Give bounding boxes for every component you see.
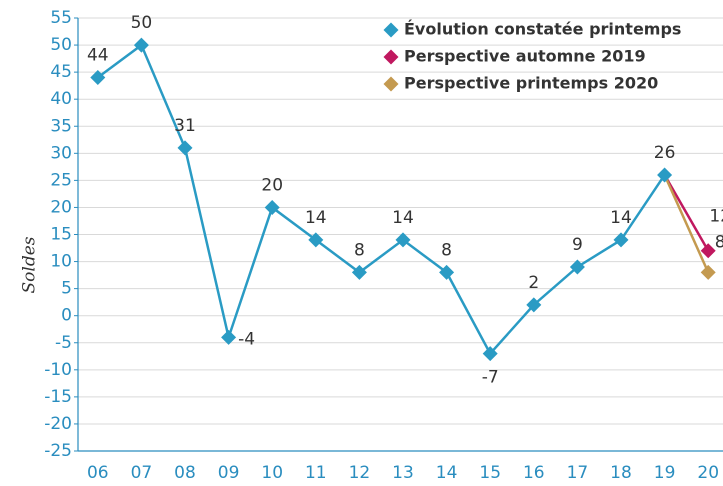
x-tick-label: 10 bbox=[261, 463, 283, 483]
y-tick-label: 40 bbox=[50, 89, 72, 109]
y-tick-label: 35 bbox=[50, 116, 72, 136]
data-label: 14 bbox=[305, 208, 327, 228]
x-tick-label: 07 bbox=[131, 463, 153, 483]
data-label: 50 bbox=[131, 13, 153, 33]
data-label: 20 bbox=[261, 175, 283, 195]
y-tick-label: 10 bbox=[50, 252, 72, 272]
x-tick-label: 14 bbox=[436, 463, 458, 483]
data-label: -4 bbox=[238, 329, 255, 349]
y-tick-label: 15 bbox=[50, 225, 72, 245]
legend-marker bbox=[383, 49, 399, 65]
x-tick-label: 13 bbox=[392, 463, 414, 483]
data-point bbox=[264, 199, 280, 215]
data-point bbox=[526, 297, 542, 313]
y-axis-label: Soldes bbox=[20, 236, 40, 293]
data-point bbox=[700, 264, 716, 280]
y-tick-label: 55 bbox=[50, 8, 72, 28]
legend-marker bbox=[383, 22, 399, 38]
y-tick-label: 20 bbox=[50, 197, 72, 217]
x-tick-label: 16 bbox=[523, 463, 545, 483]
y-tick-label: 0 bbox=[61, 306, 72, 326]
data-point bbox=[177, 140, 193, 156]
data-point bbox=[657, 167, 673, 183]
data-point bbox=[133, 37, 149, 53]
data-point bbox=[395, 232, 411, 248]
y-tick-label: 45 bbox=[50, 62, 72, 82]
data-point bbox=[308, 232, 324, 248]
data-point bbox=[569, 259, 585, 275]
data-point bbox=[613, 232, 629, 248]
data-label: 2 bbox=[528, 273, 539, 293]
legend-label: Perspective automne 2019 bbox=[404, 47, 646, 66]
y-tick-label: -5 bbox=[55, 333, 72, 353]
legend-label: Évolution constatée printemps bbox=[404, 20, 681, 39]
data-point bbox=[482, 346, 498, 362]
data-label: 14 bbox=[392, 208, 414, 228]
series-line bbox=[97, 43, 666, 356]
data-point bbox=[700, 243, 716, 259]
y-tick-label: 5 bbox=[61, 279, 72, 299]
x-tick-label: 11 bbox=[305, 463, 327, 483]
data-label: 26 bbox=[654, 143, 676, 163]
data-label: 8 bbox=[354, 240, 365, 260]
data-point bbox=[221, 329, 237, 345]
y-tick-label: 50 bbox=[50, 35, 72, 55]
x-tick-label: 18 bbox=[610, 463, 632, 483]
y-tick-label: 30 bbox=[50, 143, 72, 163]
data-label: 9 bbox=[572, 235, 583, 255]
data-point bbox=[90, 70, 106, 86]
legend-marker bbox=[383, 76, 399, 92]
legend-label: Perspective printemps 2020 bbox=[404, 74, 658, 93]
x-tick-label: 17 bbox=[567, 463, 589, 483]
data-label: 44 bbox=[87, 46, 109, 66]
x-tick-label: 20 bbox=[697, 463, 719, 483]
x-tick-label: 12 bbox=[349, 463, 371, 483]
data-label: -7 bbox=[482, 368, 499, 388]
y-tick-label: 25 bbox=[50, 170, 72, 190]
data-label: 8 bbox=[715, 232, 723, 252]
data-label: 8 bbox=[441, 240, 452, 260]
y-tick-label: -20 bbox=[44, 414, 72, 434]
x-tick-label: 19 bbox=[654, 463, 676, 483]
y-tick-label: -15 bbox=[44, 387, 72, 407]
x-tick-label: 15 bbox=[479, 463, 501, 483]
data-label: 12 bbox=[709, 207, 723, 227]
x-tick-label: 09 bbox=[218, 463, 240, 483]
data-label: 31 bbox=[174, 116, 196, 136]
x-tick-label: 06 bbox=[87, 463, 109, 483]
data-point bbox=[439, 264, 455, 280]
series-line bbox=[663, 174, 710, 273]
y-tick-label: -10 bbox=[44, 360, 72, 380]
data-label: 14 bbox=[610, 208, 632, 228]
y-tick-label: -25 bbox=[44, 441, 72, 461]
series-line bbox=[663, 174, 710, 252]
x-tick-label: 08 bbox=[174, 463, 196, 483]
data-point bbox=[351, 264, 367, 280]
